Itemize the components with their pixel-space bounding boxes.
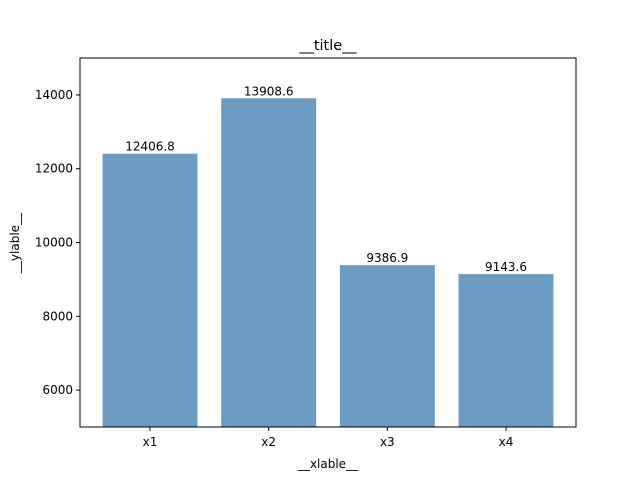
y-tick-label-8000: 8000 — [42, 309, 73, 323]
x-tick-label-x4: x4 — [499, 435, 514, 449]
plot-frame — [79, 57, 577, 428]
x-axis: x1 x2 x3 x4 — [143, 427, 514, 449]
chart-title: __title__ — [298, 38, 357, 54]
bars-group — [102, 98, 554, 428]
data-label-x1: 12406.8 — [125, 140, 175, 154]
data-labels-group: 12406.8 13908.6 9386.9 9143.6 — [125, 84, 527, 274]
bar-x3 — [339, 265, 435, 427]
x-tick-label-x1: x1 — [143, 435, 158, 449]
y-tick-label-14000: 14000 — [35, 88, 73, 102]
x-tick-label-x3: x3 — [380, 435, 395, 449]
y-tick-label-10000: 10000 — [35, 236, 73, 250]
data-label-x3: 9386.9 — [366, 251, 408, 265]
data-label-x2: 13908.6 — [244, 84, 294, 98]
y-axis-label: __ylable__ — [8, 212, 22, 274]
y-axis: 6000 8000 10000 12000 14000 — [35, 88, 80, 397]
y-tick-label-6000: 6000 — [42, 383, 73, 397]
x-tick-label-x2: x2 — [261, 435, 276, 449]
data-label-x4: 9143.6 — [485, 260, 527, 274]
y-tick-label-12000: 12000 — [35, 162, 73, 176]
x-axis-label: __xlable__ — [297, 457, 359, 471]
bar-x2 — [221, 98, 317, 428]
bar-x1 — [102, 153, 198, 427]
bar-x4 — [458, 274, 554, 427]
